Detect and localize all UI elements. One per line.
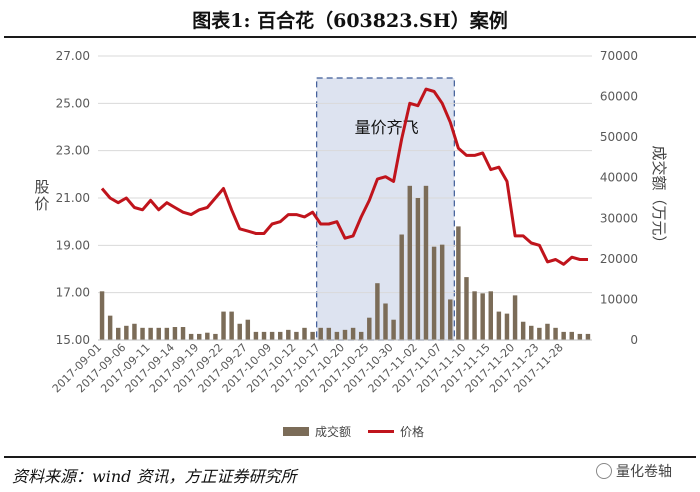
y-right-tick-label: 30000 <box>600 211 638 225</box>
volume-bar <box>472 291 477 340</box>
price-line <box>100 87 588 266</box>
volume-bar <box>504 313 510 340</box>
volume-bar <box>180 327 186 340</box>
volume-bar <box>269 331 275 340</box>
volume-bar <box>350 327 356 340</box>
volume-bar <box>99 291 105 340</box>
volume-bar <box>375 283 380 340</box>
highlight-box <box>316 77 455 341</box>
volume-bar <box>172 327 178 340</box>
legend-label-volume: 成交额 <box>315 424 351 439</box>
y-left-tick-label: 15.00 <box>56 333 90 347</box>
volume-bar <box>213 333 218 340</box>
volume-bar <box>367 317 372 340</box>
y-right-tick-label: 50000 <box>600 130 638 144</box>
legend-label-price: 价格 <box>400 424 424 439</box>
volume-bar <box>277 331 283 340</box>
volume-bar <box>229 311 234 340</box>
volume-bar <box>448 299 453 340</box>
y-left-tick-label: 19.00 <box>56 238 90 252</box>
volume-bar <box>286 329 291 340</box>
volume-bar <box>537 327 542 340</box>
volume-bar <box>205 332 210 340</box>
volume-bar <box>342 329 348 340</box>
y-left-tick-label: 25.00 <box>56 96 90 110</box>
y-right-tick-label: 60000 <box>600 90 638 104</box>
volume-bar <box>553 327 558 340</box>
y-left-tick-label: 21.00 <box>56 191 90 205</box>
volume-bar <box>431 246 437 340</box>
volume-bar <box>407 185 413 340</box>
volume-bar <box>480 293 485 340</box>
y-right-tick-label: 10000 <box>600 292 638 306</box>
legend-swatch-volume <box>283 427 309 436</box>
volume-bar <box>107 315 113 340</box>
volume-bar <box>561 331 566 340</box>
volume-bar <box>585 333 591 340</box>
volume-bar <box>253 331 259 340</box>
chart-grid <box>98 55 592 294</box>
volume-bar <box>423 185 429 340</box>
volume-bar <box>496 311 502 340</box>
volume-bar <box>415 198 421 340</box>
volume-bar <box>237 323 242 340</box>
y-left-tick-label: 27.00 <box>56 49 90 63</box>
y-left-tick-label: 17.00 <box>56 286 90 300</box>
volume-bar <box>310 331 315 340</box>
volume-bars <box>99 185 591 340</box>
volume-bar <box>512 295 518 340</box>
volume-bar <box>488 291 493 340</box>
volume-bar <box>197 333 202 340</box>
volume-bar <box>318 327 323 340</box>
brand-label: 量化卷轴 <box>616 464 672 480</box>
volume-bar <box>464 277 469 340</box>
y-right-tick-label: 20000 <box>600 252 638 266</box>
volume-bar <box>116 327 121 340</box>
y-left-tick-label: 23.00 <box>56 144 90 158</box>
chart-title: 图表1: 百合花（603823.SH）案例 <box>192 10 508 32</box>
volume-bar <box>164 327 170 340</box>
y-right-tick-label: 0 <box>630 333 638 347</box>
wechat-brand-icon <box>596 463 612 479</box>
footer-rule <box>4 456 696 458</box>
volume-bar <box>439 244 445 340</box>
y-left-axis-label: 股价 <box>34 178 49 213</box>
volume-bar <box>391 319 396 340</box>
volume-bar <box>383 303 388 340</box>
volume-bar <box>358 331 364 340</box>
volume-bar <box>529 325 534 340</box>
volume-bar <box>156 327 161 340</box>
volume-bar <box>334 331 340 340</box>
y-right-axis-label: 成交额（万元） <box>650 145 668 250</box>
y-right-tick-label: 40000 <box>600 171 638 185</box>
volume-bar <box>188 333 194 340</box>
volume-bar <box>221 311 226 340</box>
volume-bar <box>577 333 583 340</box>
volume-bar <box>148 327 153 340</box>
volume-bar <box>399 234 404 340</box>
volume-bar <box>520 321 526 340</box>
source-note: 资料来源：wind 资讯，方正证券研究所 <box>12 467 297 486</box>
volume-bar <box>261 331 267 340</box>
volume-bar <box>456 226 461 340</box>
price-line-layer <box>100 87 588 266</box>
title-underline <box>4 36 696 38</box>
volume-bar <box>124 325 129 340</box>
volume-bar <box>326 327 332 340</box>
price-volume-chart: 量价齐飞 15.00 17.00 19.00 21.00 23.00 25.00 27.00… <box>34 49 668 439</box>
volume-bar <box>302 327 307 340</box>
highlight-label: 量价齐飞 <box>355 118 419 137</box>
volume-bar <box>132 323 137 340</box>
brand-watermark: 量化卷轴 <box>596 461 672 481</box>
chart-legend: 成交额 价格 <box>283 424 424 439</box>
volume-bar <box>140 327 145 340</box>
volume-bar <box>294 331 299 340</box>
volume-bar <box>245 319 251 340</box>
volume-bar <box>569 331 574 340</box>
volume-bar <box>545 323 550 340</box>
y-right-tick-label: 70000 <box>600 49 638 63</box>
